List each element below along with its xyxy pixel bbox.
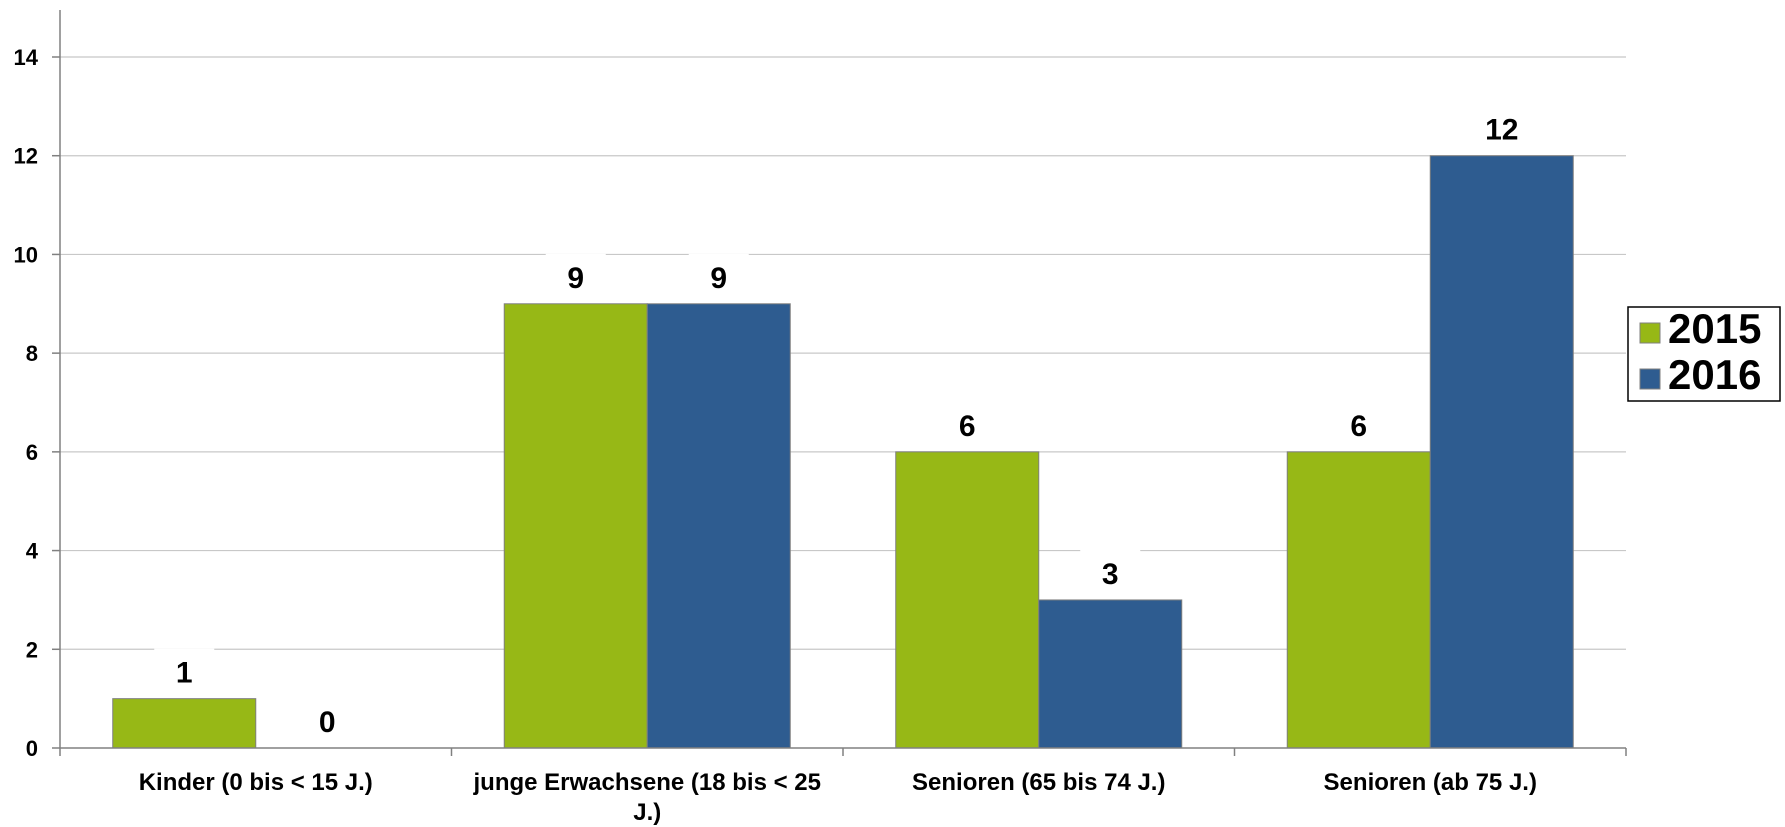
y-tick-label: 2 xyxy=(26,637,38,662)
y-tick-label: 12 xyxy=(14,144,38,169)
y-tick-label: 14 xyxy=(14,45,39,70)
legend-swatch xyxy=(1639,322,1661,344)
data-label-bg xyxy=(1471,105,1532,150)
data-label-bg xyxy=(545,253,606,298)
x-category-label: J.) xyxy=(633,799,661,826)
data-label-bg xyxy=(937,401,998,446)
x-category-label: Kinder (0 bis < 15 J.) xyxy=(139,769,373,796)
bars xyxy=(112,155,1574,749)
data-label: 9 xyxy=(710,262,727,295)
y-tick-label: 10 xyxy=(14,242,38,267)
data-label-bg xyxy=(1328,401,1389,446)
bar xyxy=(112,698,257,749)
data-label-bg xyxy=(154,648,215,693)
data-label-bg xyxy=(1080,549,1141,594)
legend-swatch xyxy=(1639,368,1661,390)
bar xyxy=(1286,451,1431,749)
data-label-bg xyxy=(688,253,749,298)
bar xyxy=(503,303,648,749)
legend-label: 2015 xyxy=(1668,305,1761,352)
bar xyxy=(1038,599,1183,749)
y-tick-label: 6 xyxy=(26,440,38,465)
data-label: 6 xyxy=(959,410,976,443)
data-label: 3 xyxy=(1102,558,1119,591)
y-tick-label: 0 xyxy=(26,736,38,761)
legend-label: 2016 xyxy=(1668,351,1761,398)
bar xyxy=(1429,155,1574,749)
data-label: 12 xyxy=(1485,114,1518,147)
axes xyxy=(52,10,1627,756)
x-category-label: junge Erwachsene (18 bis < 25 xyxy=(473,769,821,796)
y-tick-label: 8 xyxy=(26,341,38,366)
labels: 0 2 4 6 8 10 12 14 1 9 6 6 0 9 3 12 Kinder (0 bis < 15 J… xyxy=(14,45,1537,826)
bar xyxy=(646,303,791,749)
gridlines xyxy=(60,56,1626,650)
bar xyxy=(895,451,1040,749)
x-category-label: Senioren (ab 75 J.) xyxy=(1324,769,1537,796)
x-category-label: Senioren (65 bis 74 J.) xyxy=(912,769,1165,796)
data-label: 0 xyxy=(319,706,336,739)
y-tick-label: 4 xyxy=(26,539,39,564)
data-label: 9 xyxy=(567,262,584,295)
data-label: 6 xyxy=(1350,410,1367,443)
data-label: 1 xyxy=(176,657,193,690)
